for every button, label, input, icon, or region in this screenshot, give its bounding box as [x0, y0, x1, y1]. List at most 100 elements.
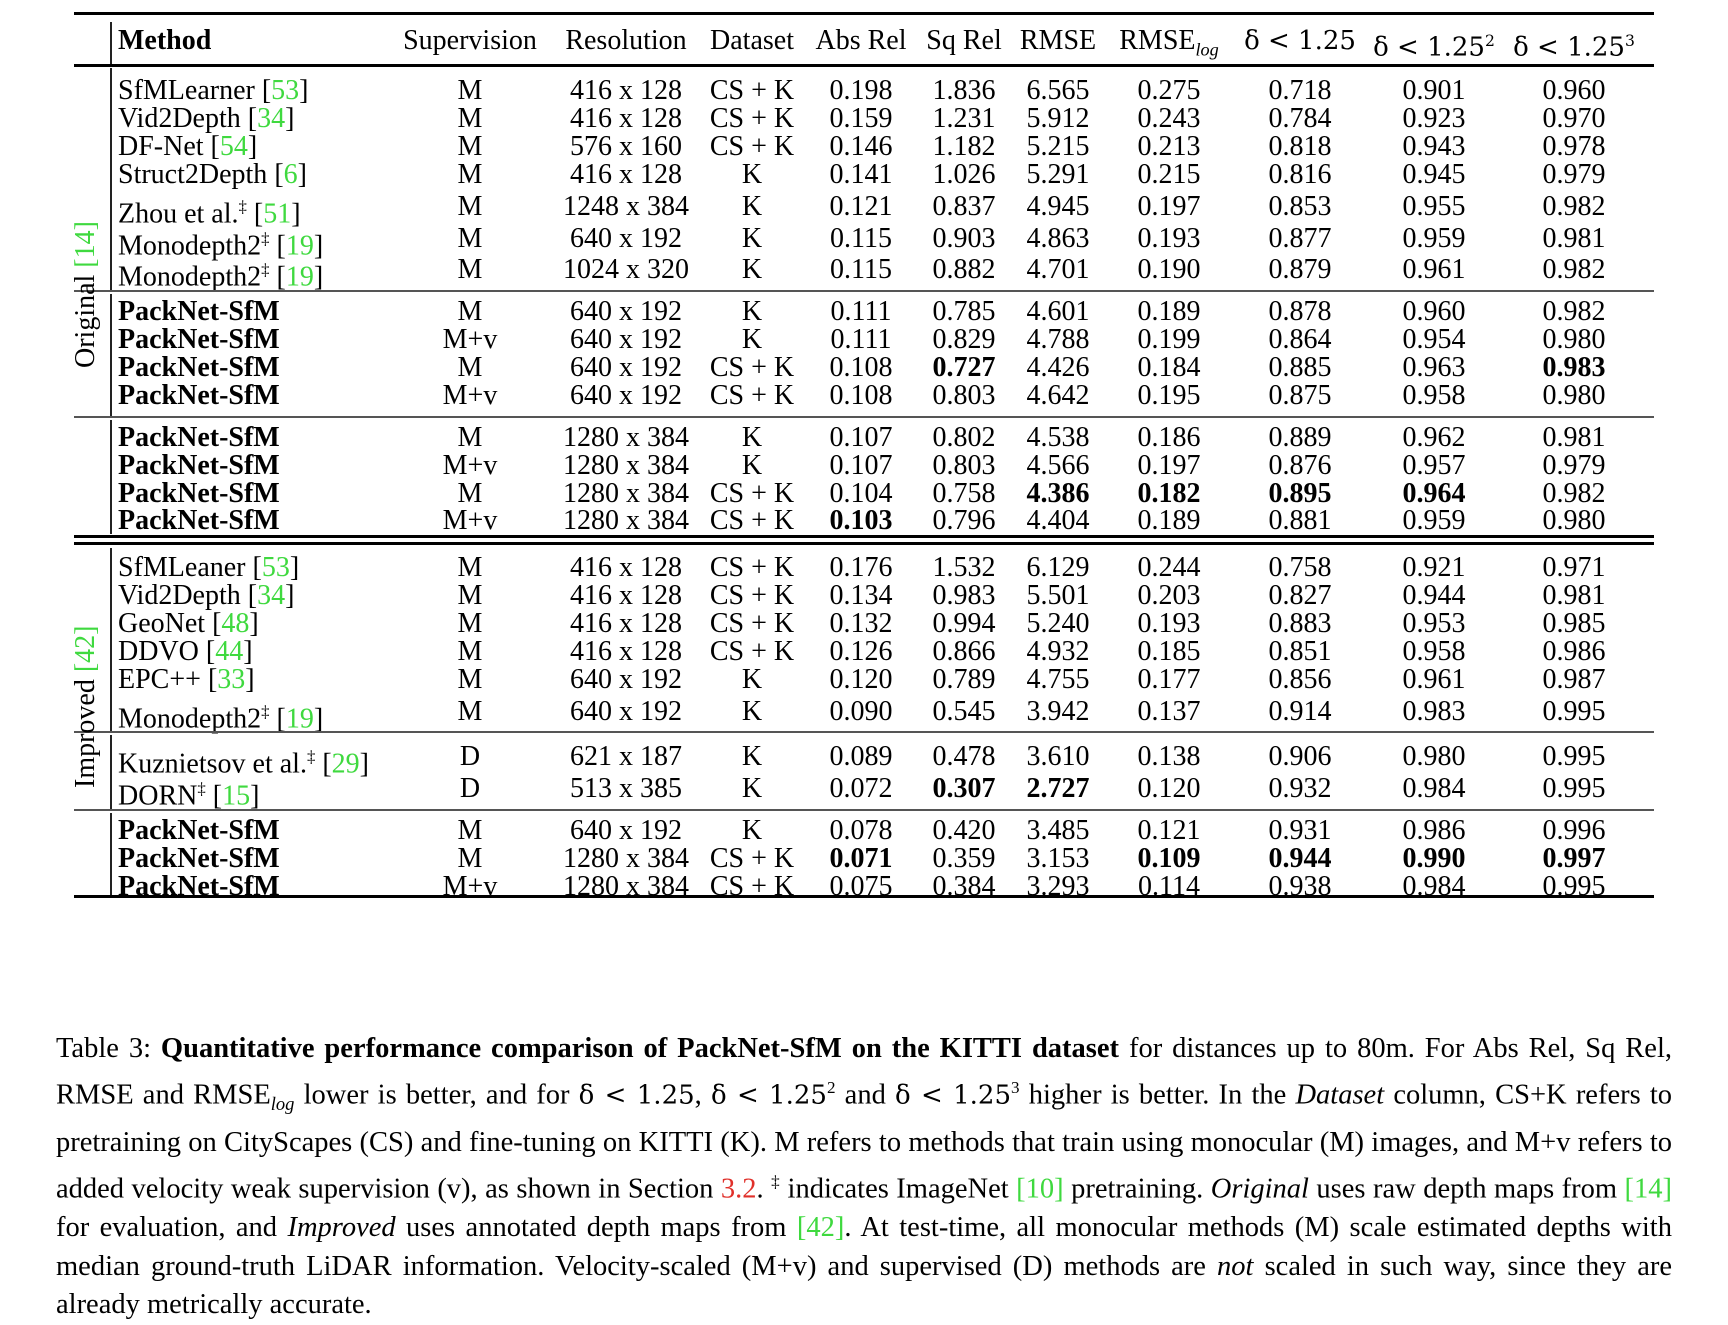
supervision-cell: M: [457, 131, 483, 162]
metric-cell: 0.866: [932, 636, 996, 667]
supervision-cell: M: [457, 75, 483, 106]
table-row: Kuznietsov et al.‡ [29] D 621 x 187 K 0.089 0…: [74, 741, 1654, 779]
supervision-cell: D: [459, 741, 481, 772]
citation-link[interactable]: 34: [257, 103, 286, 134]
metric-cell: 0.132: [829, 608, 893, 639]
metric-cell: 0.958: [1402, 380, 1466, 411]
metric-cell: 4.566: [1026, 450, 1090, 481]
citation-link[interactable]: 51: [263, 198, 292, 230]
metric-cell: 0.189: [1137, 296, 1201, 327]
metric-cell: 4.701: [1026, 254, 1090, 285]
metric-cell: 0.727: [932, 352, 996, 383]
citation-link[interactable]: 19: [285, 230, 314, 262]
citation-link[interactable]: 53: [271, 75, 300, 106]
citation-link[interactable]: 34: [257, 580, 286, 611]
metric-cell: 0.199: [1137, 324, 1201, 355]
method-name: PackNet-SfM: [118, 844, 280, 874]
method-name: Monodepth2‡ [19]: [118, 255, 323, 292]
supervision-cell: M: [457, 696, 483, 727]
metric-cell: 0.134: [829, 580, 893, 611]
caption-text: ,: [694, 1079, 711, 1111]
dataset-cell: CS + K: [709, 478, 795, 509]
citation: [44]: [205, 636, 253, 667]
metric-cell: 0.954: [1402, 324, 1466, 355]
citation-link[interactable]: [14]: [1624, 1173, 1673, 1205]
method-label: PackNet-SfM: [118, 815, 280, 846]
metric-cell: 0.995: [1542, 773, 1606, 804]
supervision-cell: M: [457, 352, 483, 383]
metric-cell: 4.788: [1026, 324, 1090, 355]
citation-link[interactable]: 54: [219, 131, 248, 162]
metric-cell: 0.072: [829, 773, 893, 804]
section-ref-link[interactable]: 3.2: [720, 1173, 757, 1205]
metric-cell: 6.129: [1026, 552, 1090, 583]
row-divider: [74, 809, 1654, 811]
metric-cell: 4.426: [1026, 352, 1090, 383]
metric-cell: 4.538: [1026, 422, 1090, 453]
method-name: Monodepth2‡ [19]: [118, 224, 323, 261]
citation: [48]: [212, 608, 259, 639]
citation-link[interactable]: 44: [215, 636, 244, 667]
supervision-cell: M: [457, 580, 483, 611]
metric-cell: 0.944: [1402, 580, 1466, 611]
method-label: Struct2Depth: [118, 159, 275, 190]
supervision-cell: M: [457, 608, 483, 639]
header-resolution: Resolution: [565, 25, 687, 56]
metric-cell: 0.986: [1542, 636, 1606, 667]
method-label: Monodepth2: [118, 261, 262, 293]
metric-cell: 0.121: [1137, 815, 1201, 846]
method-label: SfMLearner: [118, 75, 262, 106]
citation-link[interactable]: [42]: [796, 1212, 845, 1244]
supervision-cell: M: [457, 159, 483, 190]
table-row: Monodepth2‡ [19] M 640 x 192 K 0.115 0.903 4.8…: [74, 224, 1654, 261]
caption-sup: 2: [826, 1077, 836, 1097]
metric-cell: 0.108: [829, 380, 893, 411]
citation-link[interactable]: 19: [285, 261, 314, 293]
citation-link[interactable]: [14]: [70, 221, 101, 268]
table-row: Monodepth2‡ [19] M 1024 x 320 K 0.115 0.882 4.…: [74, 254, 1654, 292]
citation-link[interactable]: 19: [285, 703, 314, 735]
citation-link[interactable]: 48: [221, 608, 250, 639]
method-name: DF-Net [54]: [118, 132, 257, 162]
metric-cell: 0.090: [829, 696, 893, 727]
caption-text: for distances up to 80m. For Abs Rel, Sq…: [56, 1033, 1672, 1111]
citation: [19]: [276, 703, 324, 735]
metric-cell: 0.186: [1137, 422, 1201, 453]
metric-cell: 0.945: [1402, 159, 1466, 190]
dataset-cell: CS + K: [709, 380, 795, 411]
metric-cell: 3.942: [1026, 696, 1090, 727]
resolution-cell: 1248 x 384: [563, 191, 689, 222]
citation-link[interactable]: 53: [261, 552, 290, 583]
citation-link[interactable]: 6: [283, 159, 298, 190]
caption-text: higher is better. In the: [1019, 1079, 1296, 1111]
citation-link[interactable]: [10]: [1016, 1173, 1064, 1205]
citation: [15]: [212, 780, 260, 812]
dagger-symbol: ‡: [261, 702, 270, 721]
resolution-cell: 1280 x 384: [563, 450, 689, 481]
citation-link[interactable]: 29: [331, 748, 360, 780]
metric-cell: 0.994: [932, 608, 996, 639]
metric-cell: 0.985: [1542, 608, 1606, 639]
table-caption: Table 3: Quantitative performance compar…: [56, 1030, 1672, 1325]
citation: [34]: [247, 103, 295, 134]
supervision-cell: M+v: [442, 380, 498, 411]
metric-cell: 4.932: [1026, 636, 1090, 667]
resolution-cell: 1280 x 384: [563, 422, 689, 453]
caption-math: δ < 1.25: [710, 1080, 827, 1111]
citation-link[interactable]: 33: [217, 664, 246, 695]
dataset-cell: CS + K: [709, 131, 795, 162]
citation: [29]: [322, 748, 369, 780]
metric-cell: 3.153: [1026, 843, 1090, 874]
header-delta3: δ < 1.253: [1504, 26, 1644, 63]
metric-cell: 0.963: [1402, 352, 1466, 383]
metric-cell: 0.980: [1402, 741, 1466, 772]
metric-cell: 0.193: [1137, 608, 1201, 639]
caption-text: uses annotated depth maps from: [395, 1212, 797, 1244]
citation: [54]: [210, 131, 258, 162]
citation-link[interactable]: 15: [222, 780, 251, 812]
table-row: PackNet-SfM M+v 640 x 192 CS + K 0.108 0.803 4…: [74, 381, 1654, 411]
resolution-cell: 1280 x 384: [563, 478, 689, 509]
dataset-cell: K: [741, 159, 763, 190]
metric-cell: 5.240: [1026, 608, 1090, 639]
citation-link[interactable]: [42]: [70, 625, 101, 673]
